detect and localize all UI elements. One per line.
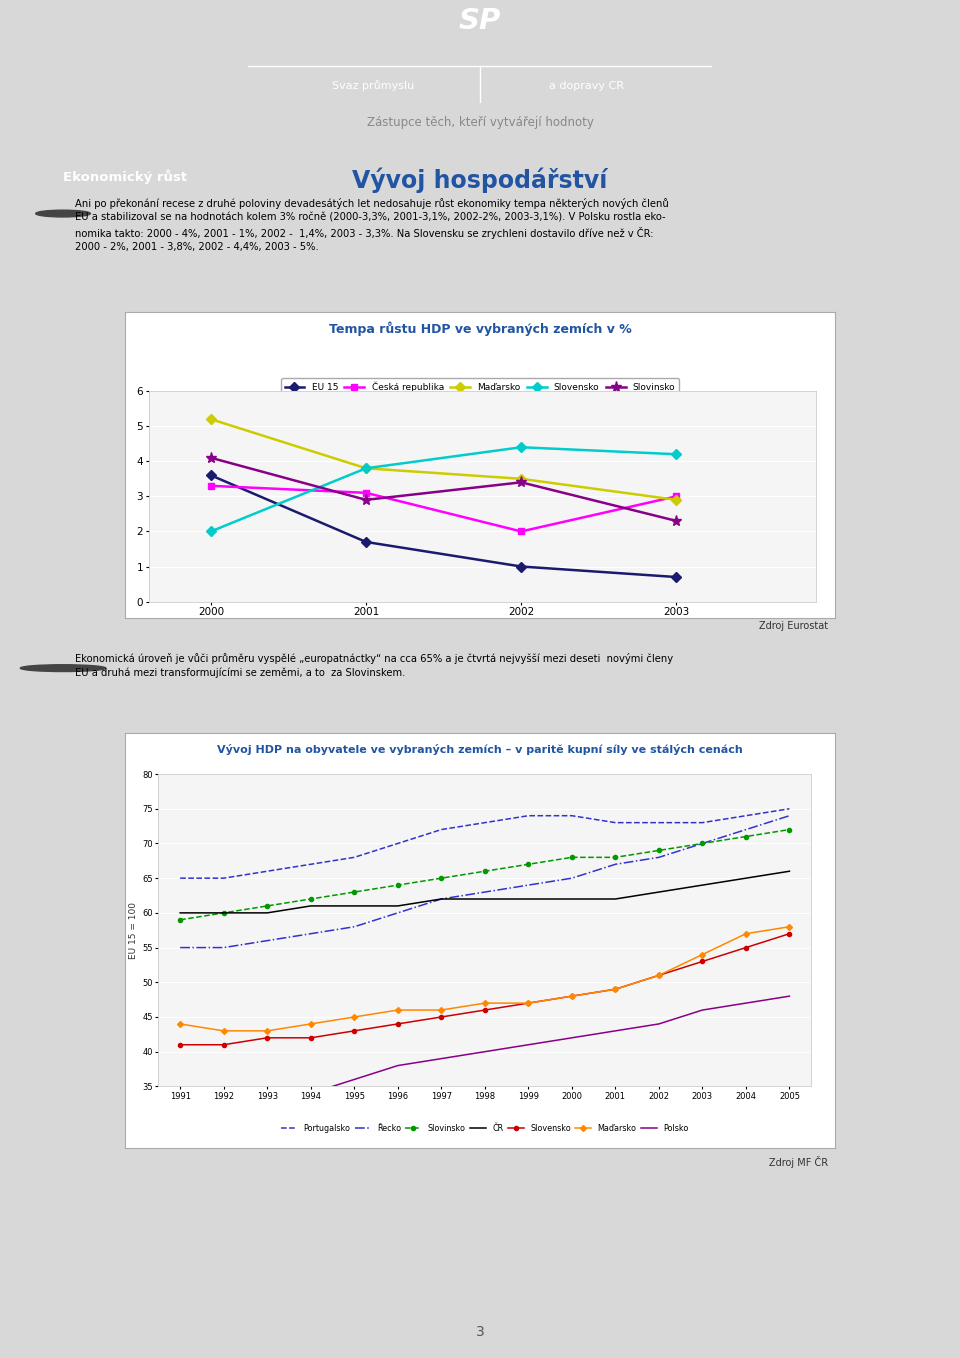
Text: Svaz průmyslu: Svaz průmyslu [332, 80, 415, 91]
Text: Vývoj hospodářství: Vývoj hospodářství [352, 168, 608, 193]
Text: Vývoj HDP na obyvatele ve vybraných zemích – v paritě kupní síly ve stálých cená: Vývoj HDP na obyvatele ve vybraných zemí… [217, 744, 743, 755]
Text: SP: SP [459, 7, 501, 35]
Text: Ani po překonání recese z druhé poloviny devadesátých let nedosahuje růst ekonom: Ani po překonání recese z druhé poloviny… [75, 198, 669, 253]
Text: Tempa růstu HDP ve vybraných zemích v %: Tempa růstu HDP ve vybraných zemích v % [328, 322, 632, 335]
Text: Zdroj Eurostat: Zdroj Eurostat [759, 621, 828, 631]
Legend: Portugalsko, Řecko, Slovinsko, ČR, Slovensko, Maďarsko, Polsko: Portugalsko, Řecko, Slovinsko, ČR, Slove… [278, 1122, 691, 1135]
Text: Zdroj MF ČR: Zdroj MF ČR [769, 1157, 828, 1168]
Legend: EU 15, Česká republika, Maďarsko, Slovensko, Slovinsko: EU 15, Česká republika, Maďarsko, Sloven… [281, 378, 679, 395]
Y-axis label: EU 15 = 100: EU 15 = 100 [129, 902, 138, 959]
Text: Ekonomický růst: Ekonomický růst [63, 170, 187, 183]
Text: Ekonomická úroveň je vůči průměru vyspělé „europatnáctky“ na cca 65% a je čtvrtá: Ekonomická úroveň je vůči průměru vyspěl… [75, 653, 673, 678]
Text: a dopravy CR: a dopravy CR [549, 80, 624, 91]
Text: Zástupce těch, kteří vytvářejí hodnoty: Zástupce těch, kteří vytvářejí hodnoty [367, 115, 593, 129]
Text: 3: 3 [475, 1325, 485, 1339]
Circle shape [36, 210, 90, 217]
Circle shape [20, 665, 106, 671]
